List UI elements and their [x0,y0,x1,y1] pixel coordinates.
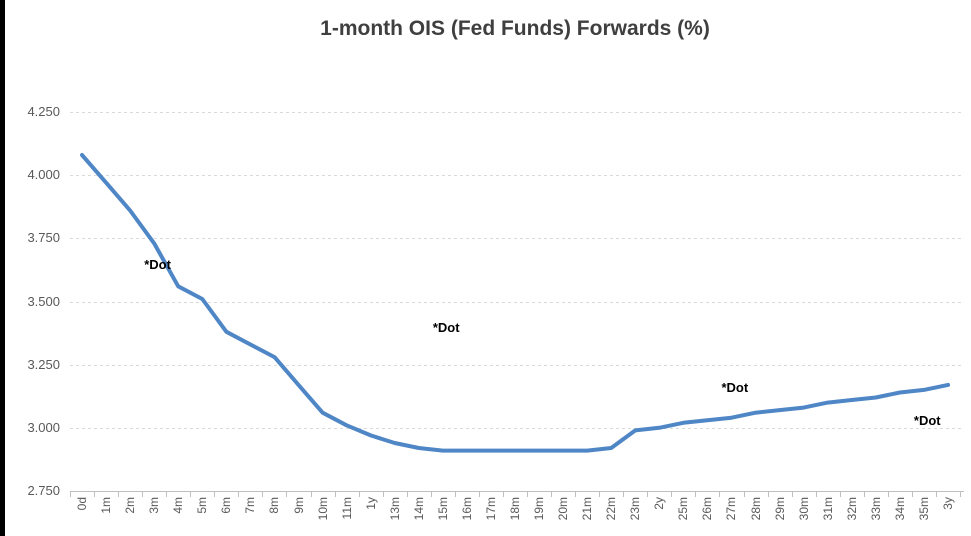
x-axis-tick-label: 13m [387,497,402,521]
x-axis-tick-label: 17m [483,497,498,521]
x-axis-tick-label: 9m [291,497,306,514]
x-axis-tick-label: 4m [171,497,186,514]
x-axis-tick-label: 6m [219,497,234,514]
x-axis-tick-label: 22m [604,497,619,521]
x-axis-tick-label: 8m [267,497,282,514]
x-axis-tick-label: 28m [748,497,763,521]
x-axis-tick-label: 3m [147,497,162,514]
dot-annotation: *Dot [144,256,171,272]
x-axis-tick-label: 1y [363,497,378,510]
dot-annotation: *Dot [432,319,460,335]
x-axis-tick-label: 0d [75,497,90,511]
x-axis-tick-label: 32m [844,497,859,521]
y-axis-tick-label: 3.250 [27,356,60,372]
chart-title: 1-month OIS (Fed Funds) Forwards (%) [320,17,710,40]
x-axis-tick-label: 20m [556,497,571,521]
y-axis-tick-label: 3.000 [27,419,60,435]
screen-edge-bar [0,0,5,536]
y-axis-tick-label: 3.750 [27,230,60,246]
x-axis-tick-label: 7m [243,497,258,514]
x-axis-tick-label: 18m [508,497,522,521]
x-axis-tick-label: 34m [892,497,907,521]
x-axis-tick-label: 30m [796,497,811,521]
x-axis-tick-label: 27m [724,497,739,521]
x-axis-tick-label: 29m [772,497,787,521]
y-axis-tick-label: 3.500 [27,293,60,309]
x-axis-tick-label: 19m [532,497,547,521]
x-axis-tick-label: 31m [820,497,835,521]
x-axis-tick-label: 10m [315,497,330,521]
x-axis-tick-label: 5m [195,497,210,514]
x-axis-tick-label: 2y [652,497,667,510]
x-axis-tick-label: 33m [868,497,883,521]
x-axis-tick-label: 15m [435,497,450,521]
x-axis-tick-label: 16m [459,497,474,521]
x-axis-tick-label: 21m [580,497,595,521]
x-axis-tick-label: 25m [676,497,691,521]
x-axis-tick-label: 3y [940,497,955,510]
x-axis-tick-label: 35m [916,497,931,521]
dot-annotation: *Dot [721,380,749,396]
dot-annotation: *Dot [913,413,941,429]
x-axis-tick-label: 26m [700,497,715,521]
x-axis-tick-label: 11m [339,497,354,520]
y-axis-tick-label: 4.000 [27,167,60,183]
y-axis-tick-label: 2.750 [27,483,60,498]
x-axis-tick-label: 1m [99,497,114,514]
x-axis-tick-label: 14m [411,497,426,521]
x-axis-tick-label: 2m [123,497,138,514]
y-axis-tick-label: 4.250 [27,104,60,119]
x-axis-tick-label: 23m [628,497,643,521]
series-line [80,153,950,453]
